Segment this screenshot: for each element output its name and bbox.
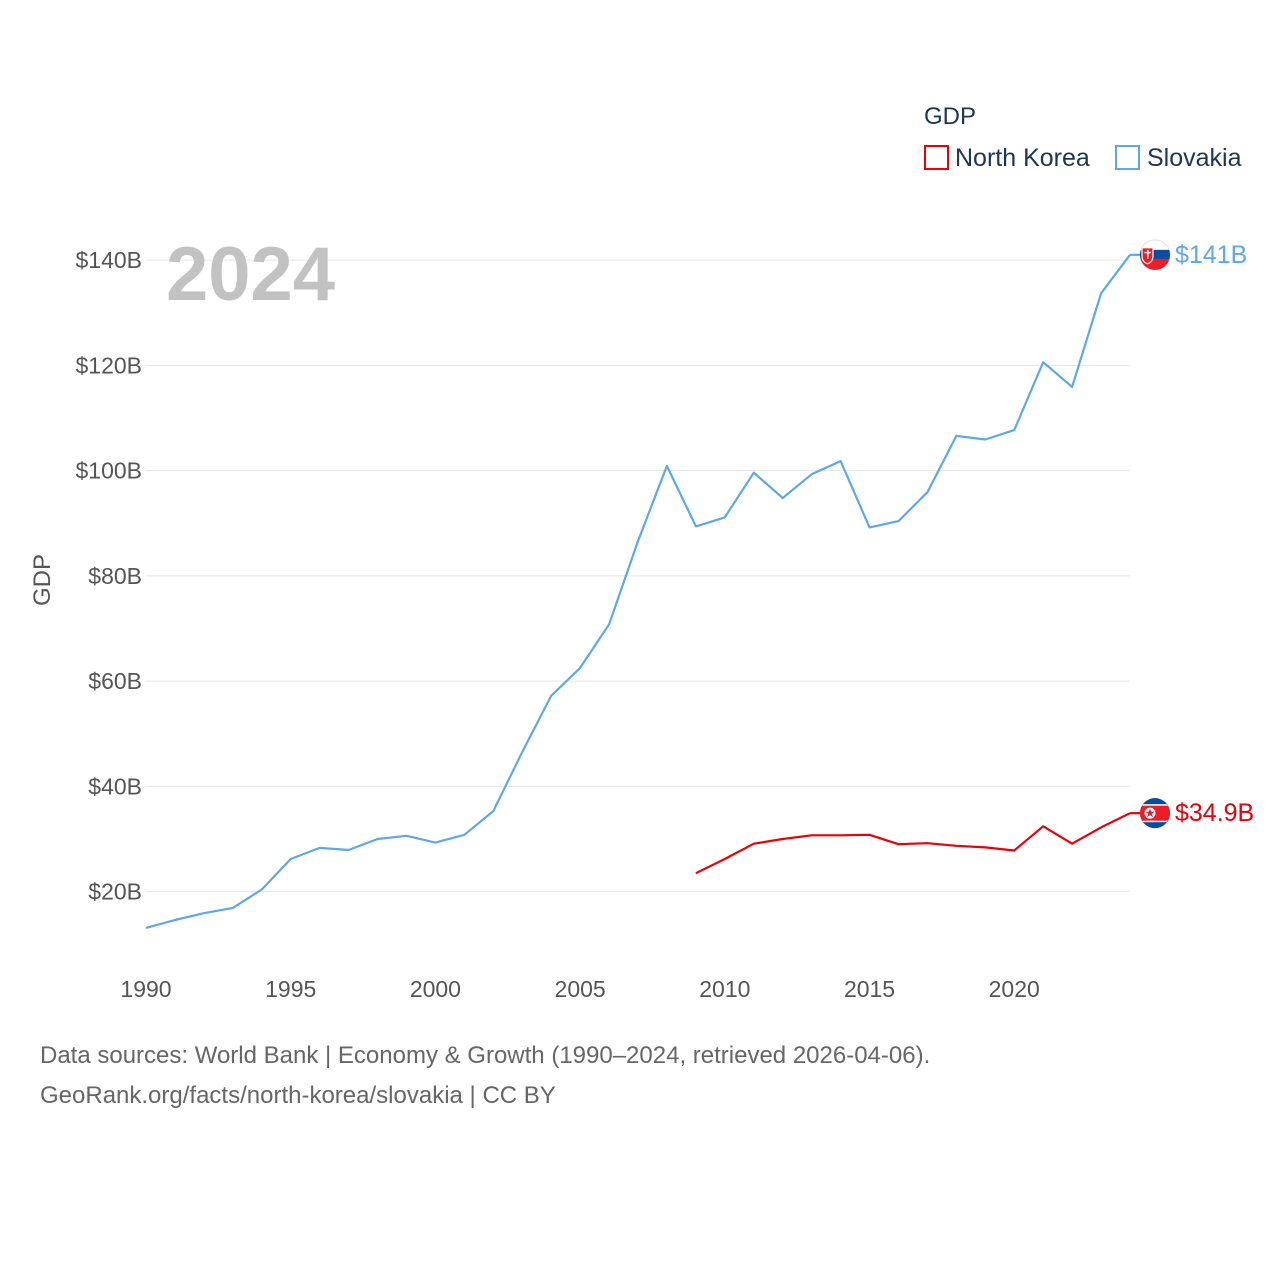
y-tick-label: $20B bbox=[88, 879, 142, 905]
legend-label-north-korea[interactable]: North Korea bbox=[955, 144, 1090, 172]
legend: GDP North Korea Slovakia bbox=[924, 103, 1242, 172]
x-tick-label: 2000 bbox=[410, 976, 461, 1002]
slovakia-flag-icon bbox=[1139, 239, 1171, 271]
footer-attribution[interactable]: GeoRank.org/facts/north-korea/slovakia |… bbox=[40, 1082, 556, 1109]
y-tick-label: $60B bbox=[88, 668, 142, 694]
y-tick-label: $80B bbox=[88, 563, 142, 589]
y-tick-label: $140B bbox=[75, 247, 142, 273]
x-tick-label: 2015 bbox=[844, 976, 895, 1002]
series-lines bbox=[145, 254, 1131, 929]
x-tick-label: 1990 bbox=[120, 976, 171, 1002]
y-tick-label: $120B bbox=[75, 352, 142, 378]
gridlines bbox=[146, 259, 1130, 893]
series-line-north-korea[interactable] bbox=[695, 812, 1131, 875]
legend-swatch-slovakia[interactable] bbox=[1115, 145, 1140, 170]
end-value-label-north-korea: $34.9B bbox=[1175, 799, 1254, 827]
series-end-labels: $34.9B $141B bbox=[1130, 239, 1254, 829]
x-axis-ticks: 1990 1995 2000 2005 2010 2015 2020 bbox=[120, 976, 1039, 1002]
series-line-slovakia[interactable] bbox=[145, 254, 1131, 929]
legend-label-slovakia[interactable]: Slovakia bbox=[1147, 144, 1242, 172]
north-korea-flag-icon bbox=[1139, 797, 1171, 829]
legend-title: GDP bbox=[924, 103, 976, 130]
year-watermark: 2024 bbox=[166, 232, 335, 317]
x-tick-label: 1995 bbox=[265, 976, 316, 1002]
x-tick-label: 2005 bbox=[555, 976, 606, 1002]
end-value-label-slovakia: $141B bbox=[1175, 241, 1247, 269]
x-tick-label: 2010 bbox=[699, 976, 750, 1002]
legend-swatch-north-korea[interactable] bbox=[924, 145, 949, 170]
y-axis-ticks: $20B $40B $60B $80B $100B $120B $140B bbox=[75, 247, 142, 904]
x-tick-label: 2020 bbox=[989, 976, 1040, 1002]
y-tick-label: $40B bbox=[88, 773, 142, 799]
y-axis-label: GDP bbox=[29, 554, 56, 606]
footer-sources: Data sources: World Bank | Economy & Gro… bbox=[40, 1042, 931, 1069]
y-tick-label: $100B bbox=[75, 458, 142, 484]
